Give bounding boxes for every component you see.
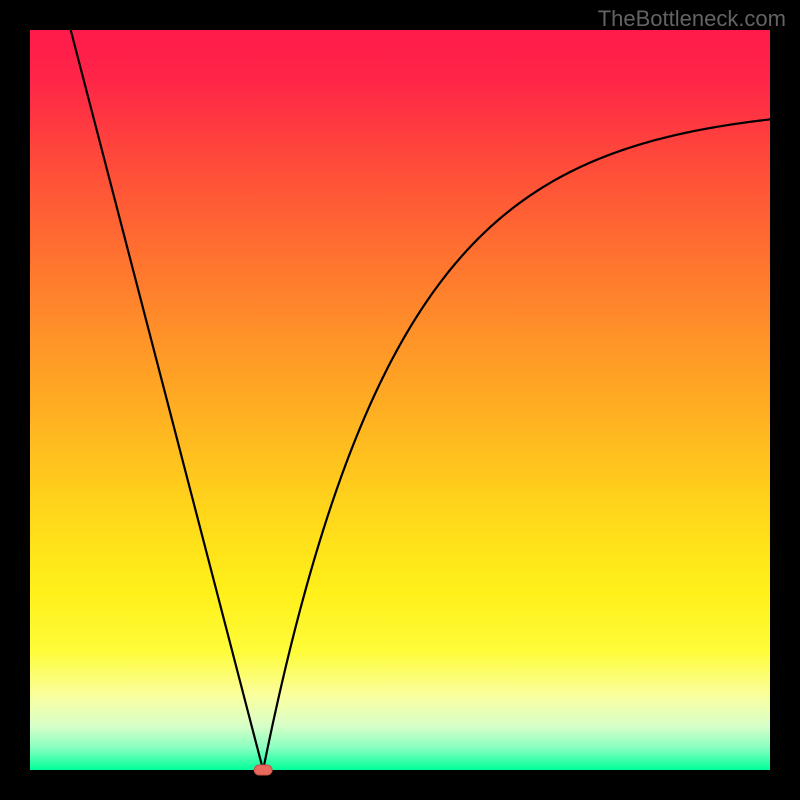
chart-svg [0,0,800,800]
watermark-text: TheBottleneck.com [598,6,786,32]
plot-background [30,30,770,770]
chart-container: TheBottleneck.com [0,0,800,800]
minimum-marker [254,765,272,775]
